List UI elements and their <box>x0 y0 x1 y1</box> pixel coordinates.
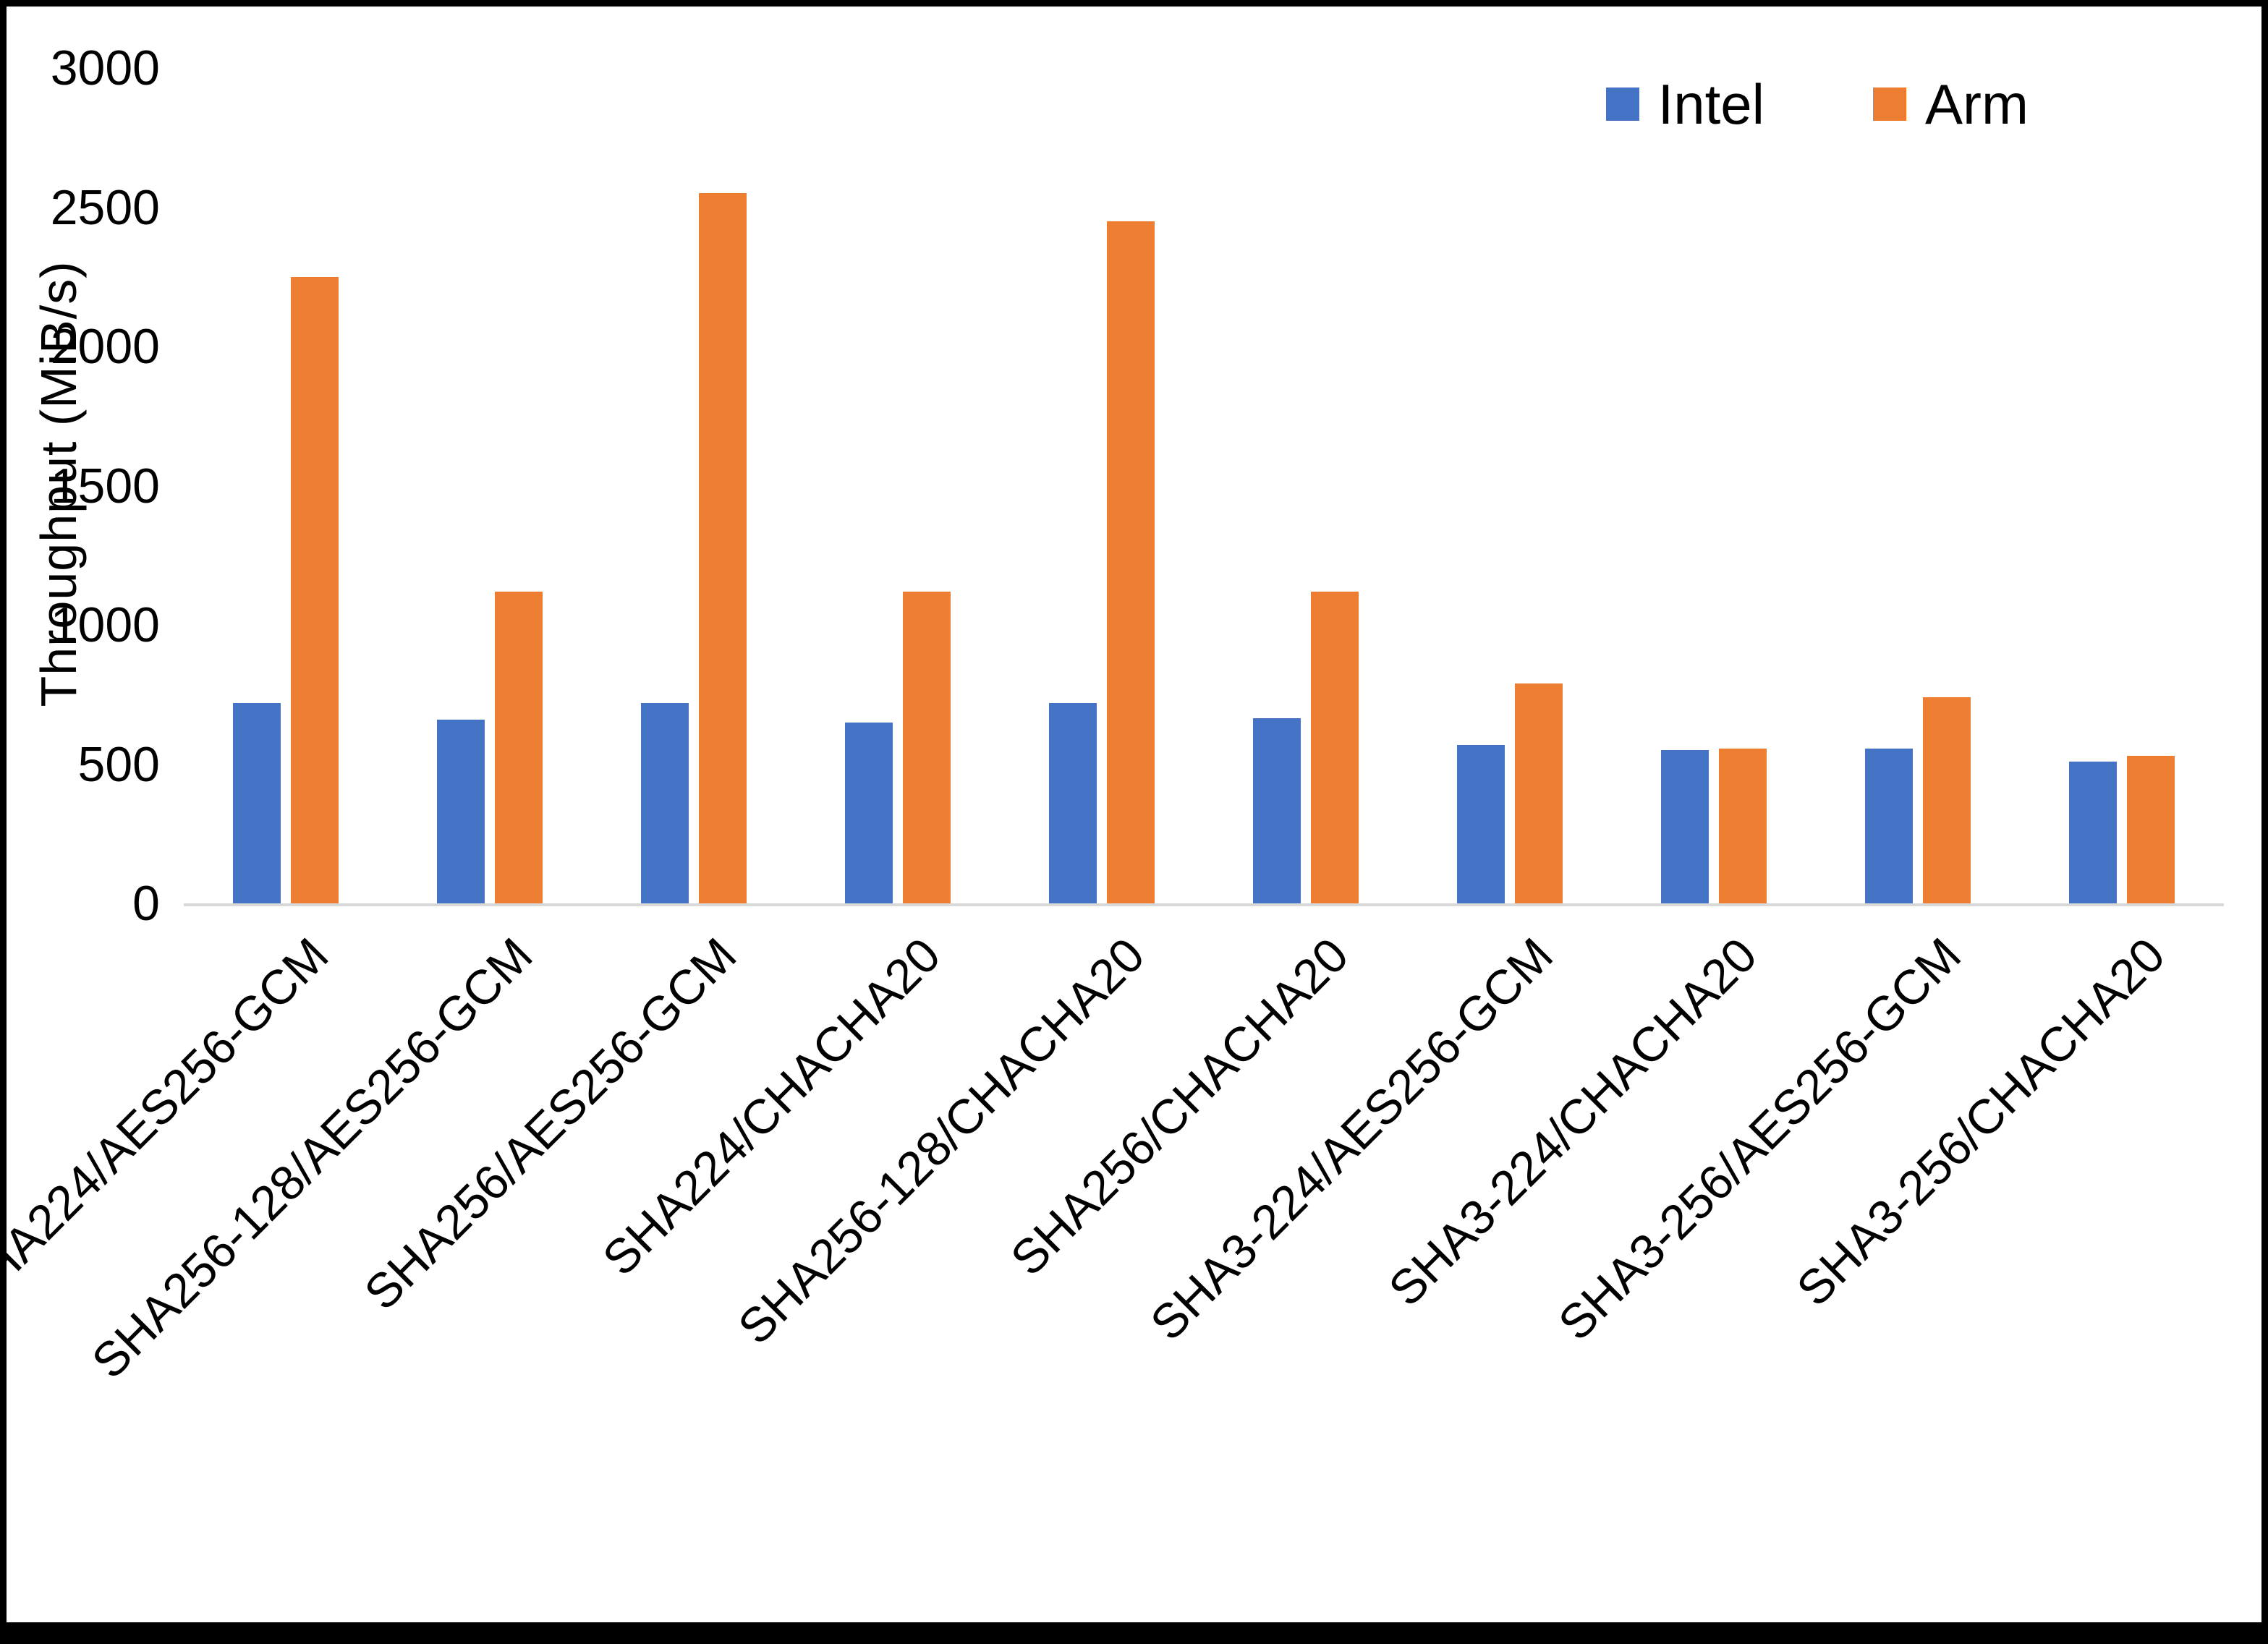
bar-group <box>796 68 1000 903</box>
bar-group <box>184 68 388 903</box>
y-tick-label: 0 <box>132 876 160 931</box>
bar-intel <box>1253 717 1301 903</box>
x-axis-labels: SHA224/AES256-GCM SHA256-128/AES256-GCM SH… <box>7 914 2224 1565</box>
legend-swatch-icon <box>1605 88 1639 121</box>
bar-group <box>592 68 796 903</box>
x-axis-label: SHA256-128/AES256-GCM <box>82 927 543 1389</box>
bar-intel <box>1661 750 1709 903</box>
y-tick-label: 1000 <box>50 597 160 652</box>
legend-swatch-icon <box>1873 88 1907 121</box>
legend-item-intel: Intel <box>1605 72 1765 137</box>
x-axis-label: SHA224/CHACHA20 <box>593 927 951 1287</box>
x-axis-label: SHA3-224/AES256-GCM <box>1139 927 1563 1351</box>
bar-arm <box>1311 591 1359 903</box>
plot-area: Intel Arm <box>184 68 2224 906</box>
y-tick-label: 2500 <box>50 179 160 235</box>
bar-intel <box>233 702 281 903</box>
bar-group <box>1816 68 2020 903</box>
legend-label: Intel <box>1657 72 1765 136</box>
x-axis-label: SHA256/AES256-GCM <box>354 927 747 1321</box>
bar-arm <box>1515 683 1563 903</box>
bar-arm <box>699 193 747 903</box>
y-tick-label: 500 <box>77 736 160 792</box>
legend-item-arm: Arm <box>1873 72 2029 137</box>
bar-group <box>1000 68 1204 903</box>
bar-group <box>388 68 592 903</box>
bar-arm <box>903 591 951 903</box>
bars <box>184 68 2224 906</box>
bar-intel <box>2069 761 2117 903</box>
bar-group <box>1204 68 1408 903</box>
y-axis-ticks: 3000 2500 2000 1500 1000 500 0 <box>7 41 160 931</box>
x-axis-label: SHA3-256/CHACHA20 <box>1786 927 2175 1317</box>
bar-arm <box>2127 755 2175 903</box>
bar-arm <box>1107 221 1155 903</box>
bar-intel <box>1457 744 1505 903</box>
bar-intel <box>641 702 689 903</box>
bar-intel <box>845 722 893 903</box>
bar-intel <box>1049 702 1097 903</box>
bar-group <box>1612 68 1816 903</box>
x-axis-label: SHA256-128/CHACHA20 <box>728 927 1155 1355</box>
bar-intel <box>437 719 485 903</box>
x-axis-label: SHA3-256/AES256-GCM <box>1547 927 1971 1351</box>
bar-arm <box>291 276 339 903</box>
bar-intel <box>1865 749 1913 903</box>
bar-arm <box>1719 749 1767 903</box>
x-axis-label: SHA256/CHACHA20 <box>1001 927 1359 1287</box>
y-tick-label: 3000 <box>50 41 160 95</box>
y-tick-label: 1500 <box>50 458 160 514</box>
bar-group <box>1408 68 1612 903</box>
legend: Intel Arm <box>1605 72 2029 137</box>
y-tick-label: 2000 <box>50 319 160 374</box>
x-axis-label: SHA3-224/CHACHA20 <box>1378 927 1767 1317</box>
legend-label: Arm <box>1925 72 2029 136</box>
bar-arm <box>495 591 543 903</box>
bar-arm <box>1923 697 1971 903</box>
bar-group <box>2020 68 2224 903</box>
